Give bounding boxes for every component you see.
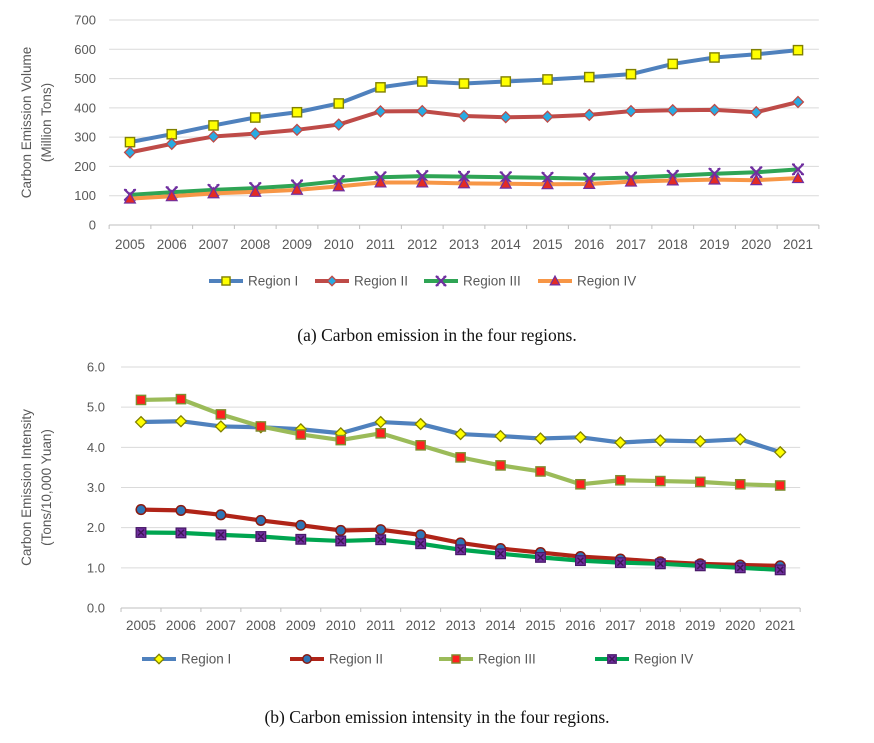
- legend-item-region-i: Region I: [209, 274, 298, 289]
- legend-label: Region IV: [634, 652, 693, 667]
- x-tick-label: 2006: [166, 618, 196, 633]
- x-tick-label: 2006: [157, 237, 187, 252]
- legend-item-region-i: Region I: [142, 652, 231, 667]
- series-region-i: [134, 414, 787, 459]
- legend-item-region-ii: Region II: [315, 274, 408, 289]
- x-tick-label: 2016: [565, 618, 595, 633]
- gridlines: [121, 366, 801, 569]
- series-region-ii: [123, 95, 805, 159]
- x-tick-label: 2007: [206, 618, 236, 633]
- y-axis-title: Carbon Emission Intensity: [19, 409, 34, 566]
- legend-label: Region III: [478, 652, 536, 667]
- legend: Region I Region II Region III Region IV: [209, 274, 636, 289]
- x-tick-label: 2021: [765, 618, 795, 633]
- chart-b-carbon-emission-intensity: 0.0 1.0 2.0 3.0 4.0 5.0 6.0 2005 2006 2007 2008 200…: [19, 360, 801, 667]
- y-tick-label: 100: [74, 188, 96, 203]
- series-region-ii: [135, 504, 786, 572]
- x-tick-label: 2015: [532, 237, 562, 252]
- series-region-iii: [135, 393, 786, 491]
- y-tick-label: 3.0: [87, 480, 105, 495]
- x-tick-label: 2014: [491, 237, 522, 252]
- x-tick-label: 2009: [282, 237, 312, 252]
- y-tick-label: 200: [74, 159, 96, 174]
- x-tick-label: 2013: [449, 237, 479, 252]
- y-tick-label: 2.0: [87, 520, 105, 535]
- x-tick-label: 2019: [685, 618, 715, 633]
- legend-item-region-iii: Region III: [439, 652, 536, 667]
- legend-item-region-ii: Region II: [290, 652, 383, 667]
- x-axis: [120, 607, 801, 612]
- legend-label: Region IV: [577, 274, 636, 289]
- y-axis-title: (Tons/10,000 Yuan): [39, 429, 54, 546]
- x-tick-label: 2018: [658, 237, 688, 252]
- y-tick-label: 1.0: [87, 560, 105, 575]
- y-axis-title: Carbon Emission Volume: [19, 47, 34, 199]
- legend-item-region-iv: Region IV: [538, 274, 636, 289]
- x-tick-label: 2008: [246, 618, 276, 633]
- caption-panel-a: (a) Carbon emission in the four regions.: [297, 325, 577, 345]
- y-tick-label: 500: [74, 71, 96, 86]
- x-tick-label: 2005: [115, 237, 145, 252]
- y-tick-label: 300: [74, 130, 96, 145]
- y-axis-title: (Million Tons): [39, 83, 54, 162]
- y-tick-label: 400: [74, 100, 96, 115]
- legend-label: Region III: [463, 274, 521, 289]
- x-tick-label: 2017: [616, 237, 646, 252]
- x-tick-label: 2020: [741, 237, 771, 252]
- x-tick-label: 2008: [240, 237, 270, 252]
- x-tick-label: 2010: [326, 618, 356, 633]
- y-tick-label: 700: [74, 13, 96, 28]
- y-tick-label: 600: [74, 42, 96, 57]
- x-axis: [108, 224, 820, 229]
- y-tick-label: 4.0: [87, 440, 105, 455]
- legend-label: Region II: [354, 274, 408, 289]
- x-tick-label: 2020: [725, 618, 755, 633]
- x-tick-label: 2012: [407, 237, 437, 252]
- series-region-i: [124, 44, 804, 148]
- x-tick-label: 2011: [366, 237, 395, 252]
- x-tick-label: 2011: [366, 618, 395, 633]
- legend-label: Region II: [329, 652, 383, 667]
- x-tick-label: 2018: [645, 618, 675, 633]
- chart-a-carbon-emission-volume: 0 100 200 300 400 500 600 700 2005 2006 2007 2008 20…: [19, 13, 820, 289]
- y-tick-label: 5.0: [87, 400, 105, 415]
- caption-panel-b: (b) Carbon emission intensity in the fou…: [264, 707, 610, 727]
- x-tick-label: 2013: [446, 618, 476, 633]
- series-region-iv: [123, 171, 805, 204]
- x-tick-label: 2017: [605, 618, 635, 633]
- x-tick-label: 2015: [525, 618, 555, 633]
- x-tick-label: 2010: [324, 237, 354, 252]
- legend-label: Region I: [181, 652, 231, 667]
- legend: Region I Region II Region III Region IV: [142, 652, 693, 667]
- x-tick-label: 2014: [486, 618, 517, 633]
- x-tick-label: 2021: [783, 237, 813, 252]
- y-tick-label: 0: [89, 218, 96, 233]
- y-tick-label: 0.0: [87, 601, 105, 616]
- x-tick-label: 2009: [286, 618, 316, 633]
- legend-label: Region I: [248, 274, 298, 289]
- x-tick-label: 2012: [406, 618, 436, 633]
- x-tick-label: 2005: [126, 618, 156, 633]
- series-region-iv: [135, 527, 786, 576]
- y-tick-label: 6.0: [87, 360, 105, 375]
- x-tick-label: 2019: [699, 237, 729, 252]
- x-tick-label: 2016: [574, 237, 604, 252]
- x-tick-label: 2007: [198, 237, 228, 252]
- legend-item-region-iii: Region III: [424, 274, 521, 289]
- legend-item-region-iv: Region IV: [595, 652, 693, 667]
